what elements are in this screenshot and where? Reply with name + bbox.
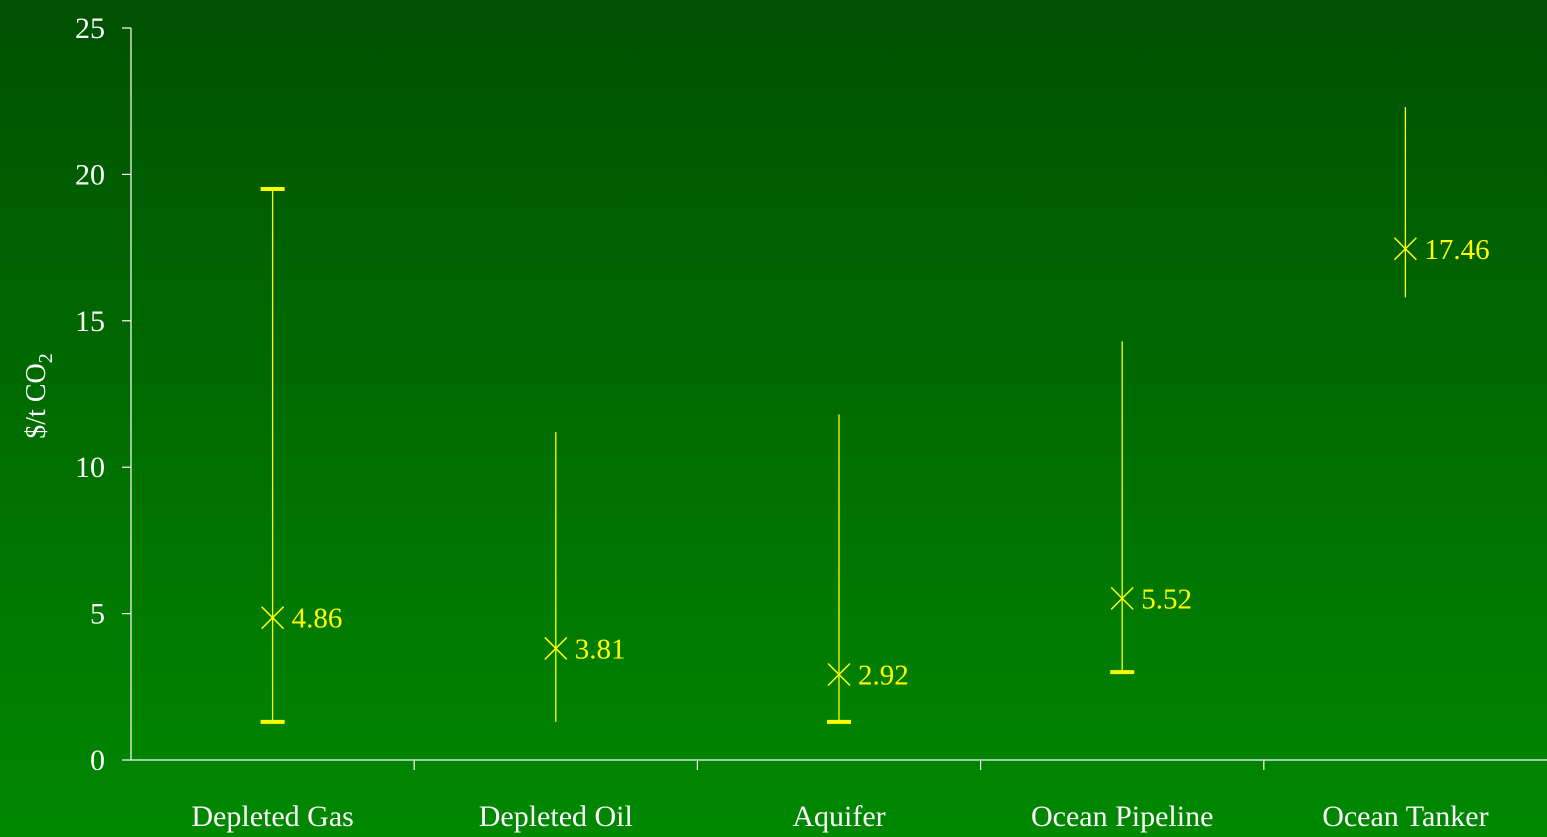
x-tick-label: Ocean Tanker bbox=[1322, 800, 1488, 833]
data-value-label: 17.46 bbox=[1424, 234, 1489, 266]
data-value-label: 4.86 bbox=[292, 603, 343, 635]
y-tick-label: 5 bbox=[90, 598, 105, 631]
y-tick-label: 20 bbox=[75, 158, 105, 191]
x-ticks: Depleted Gas Depleted Oil Aquifer Ocean Pip… bbox=[191, 760, 1489, 833]
data-value-label: 3.81 bbox=[575, 633, 626, 665]
data-series: 4.86 3.81 2.92 5.52 17.46 bbox=[260, 107, 1490, 724]
data-point-group: 2.92 bbox=[827, 414, 909, 724]
data-point-marker bbox=[544, 636, 568, 660]
y-tick-label: 10 bbox=[75, 451, 105, 484]
x-tick-label: Depleted Gas bbox=[191, 800, 353, 833]
y-axis-title-text: $/t CO bbox=[21, 363, 52, 438]
data-point-marker bbox=[827, 662, 851, 687]
y-ticks: 0 5 10 15 20 25 bbox=[75, 12, 131, 777]
y-axis-title: $/t CO2 bbox=[21, 353, 57, 438]
data-point-group: 4.86 bbox=[260, 187, 343, 724]
data-point-marker bbox=[1110, 586, 1134, 610]
x-tick-label: Ocean Pipeline bbox=[1031, 800, 1213, 833]
y-tick-label: 0 bbox=[90, 744, 105, 777]
y-axis-title-subscript: 2 bbox=[35, 353, 57, 363]
data-point-marker bbox=[1393, 237, 1417, 261]
y-tick-label: 25 bbox=[75, 12, 105, 45]
y-tick-label: 15 bbox=[75, 305, 105, 338]
data-point-group: 17.46 bbox=[1393, 107, 1490, 298]
data-value-label: 2.92 bbox=[858, 660, 909, 692]
data-point-group: 3.81 bbox=[544, 432, 626, 722]
data-point-marker bbox=[261, 606, 285, 630]
data-value-label: 5.52 bbox=[1141, 583, 1192, 615]
data-point-group: 5.52 bbox=[1110, 341, 1192, 675]
chart-axes bbox=[130, 28, 1547, 761]
x-tick-label: Aquifer bbox=[792, 800, 885, 833]
x-tick-label: Depleted Oil bbox=[479, 800, 633, 833]
